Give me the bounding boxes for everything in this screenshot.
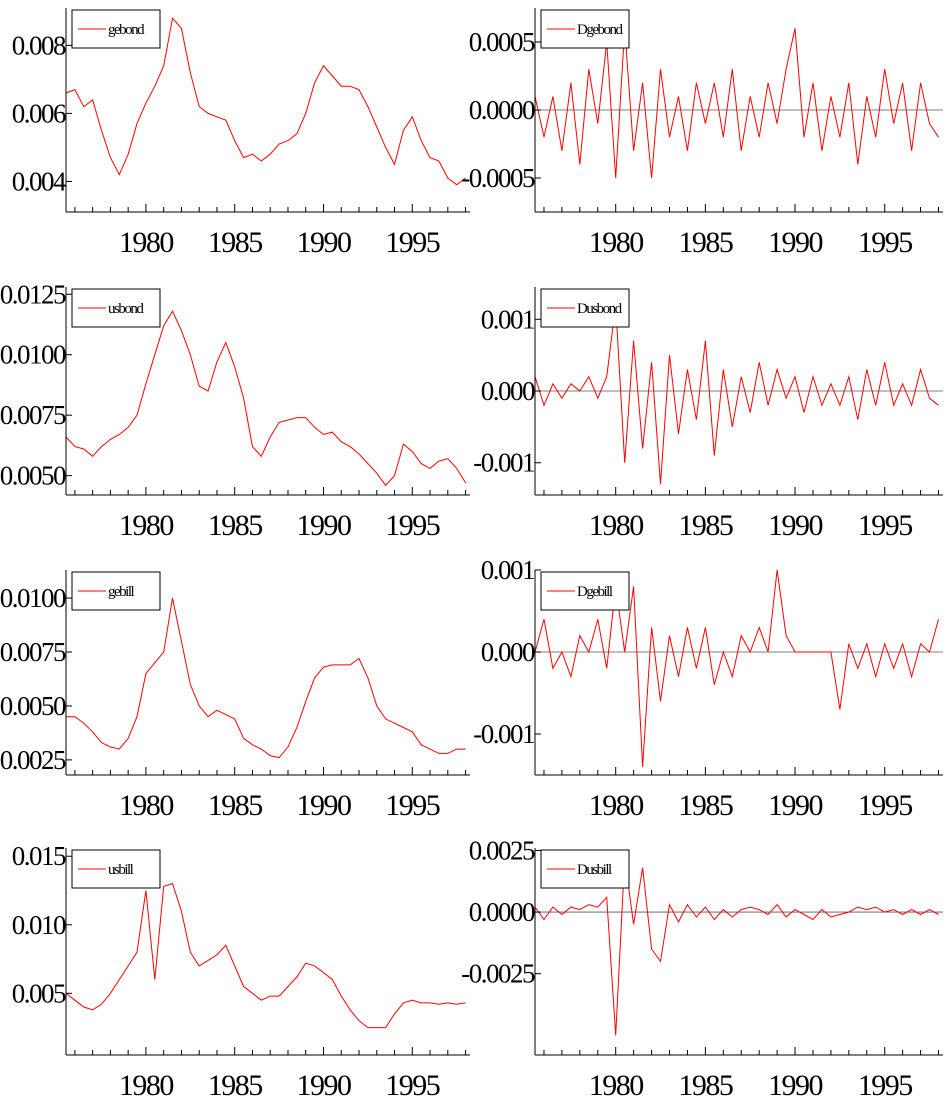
legend: Dgebill bbox=[540, 571, 630, 611]
legend-label: usbill bbox=[108, 862, 134, 878]
legend: usbill bbox=[71, 849, 161, 889]
legend: Dgebond bbox=[540, 9, 630, 49]
x-tick-label: 1985 bbox=[208, 226, 263, 259]
legend-label: Dgebond bbox=[577, 22, 623, 38]
legend: gebill bbox=[71, 571, 161, 611]
series-line-usbond bbox=[65, 310, 467, 487]
x-tick-label: 1995 bbox=[385, 226, 440, 259]
x-tick-label: 1990 bbox=[768, 789, 823, 822]
y-tick-label: 0.0025 bbox=[469, 835, 535, 865]
y-tick-label: 0.010 bbox=[12, 910, 66, 940]
y-tick-label: 0.0075 bbox=[0, 637, 66, 667]
y-tick-label: -0.0005 bbox=[461, 163, 535, 193]
chart-panel-5: -0.001 0.000 0.001 1980 1985 1990 1995 Dgebill bbox=[473, 555, 943, 822]
x-tick-label: 1985 bbox=[678, 226, 733, 259]
y-tick-label: -0.0025 bbox=[461, 959, 535, 989]
x-tick-label: 1980 bbox=[119, 509, 174, 542]
series-line-Dusbond bbox=[534, 304, 939, 485]
x-tick-label: 1980 bbox=[119, 226, 174, 259]
y-tick-label: 0.0100 bbox=[0, 583, 66, 613]
series-line-gebill bbox=[66, 597, 466, 759]
chart-panel-6: 0.005 0.010 0.015 1980 1985 1990 1995 usbill bbox=[12, 841, 470, 1102]
x-tick-label: 1990 bbox=[768, 226, 823, 259]
y-tick-label: 0.001 bbox=[481, 555, 534, 585]
series-line-Dusbill bbox=[534, 857, 939, 1036]
legend-label: gebill bbox=[108, 584, 134, 600]
chart-panel-0: 0.004 0.006 0.008 1980 1985 1990 1995 gebond bbox=[12, 8, 470, 259]
chart-panel-7: -0.0025 0.0000 0.0025 1980 1985 1990 1995 Dusbi… bbox=[461, 835, 943, 1102]
y-tick-label: -0.001 bbox=[473, 448, 534, 478]
y-tick-label: 0.0050 bbox=[0, 691, 66, 721]
x-tick-label: 1985 bbox=[678, 789, 733, 822]
x-tick-label: 1995 bbox=[858, 1069, 913, 1102]
y-tick-label: 0.0050 bbox=[0, 461, 66, 491]
legend-label: Dusbill bbox=[577, 862, 612, 878]
chart-panel-2: 0.0050 0.0075 0.0100 0.0125 1980 1985 1990 1995… bbox=[0, 279, 470, 542]
legend-label: Dusbond bbox=[577, 301, 623, 317]
chart-panel-3: -0.001 0.000 0.001 1980 1985 1990 1995 Dusbond bbox=[473, 287, 943, 542]
y-tick-label: 0.004 bbox=[12, 166, 67, 196]
y-tick-label: 0.008 bbox=[12, 30, 66, 60]
x-tick-label: 1985 bbox=[678, 509, 733, 542]
series-line-gebond bbox=[65, 17, 466, 186]
x-tick-label: 1995 bbox=[858, 226, 913, 259]
y-tick-label: 0.015 bbox=[12, 841, 66, 871]
x-tick-label: 1980 bbox=[589, 789, 644, 822]
legend: usbond bbox=[71, 288, 161, 328]
y-tick-label: 0.006 bbox=[12, 98, 66, 128]
x-tick-label: 1985 bbox=[208, 789, 263, 822]
y-tick-label: 0.0000 bbox=[469, 95, 535, 125]
chart-panel-1: -0.0005 0.0000 0.0005 1980 1985 1990 1995 Dgebo… bbox=[461, 8, 943, 259]
x-tick-label: 1980 bbox=[589, 509, 644, 542]
x-tick-label: 1985 bbox=[208, 509, 263, 542]
x-tick-label: 1990 bbox=[296, 1069, 351, 1102]
x-tick-label: 1990 bbox=[768, 1069, 823, 1102]
y-tick-label: 0.0005 bbox=[469, 27, 535, 57]
legend: Dusbond bbox=[540, 288, 630, 328]
x-tick-label: 1980 bbox=[589, 1069, 644, 1102]
x-tick-label: 1995 bbox=[385, 1069, 440, 1102]
x-tick-label: 1995 bbox=[385, 789, 440, 822]
x-tick-label: 1995 bbox=[385, 509, 440, 542]
x-tick-label: 1995 bbox=[858, 789, 913, 822]
x-tick-label: 1995 bbox=[858, 509, 913, 542]
legend-label: Dgebill bbox=[577, 584, 613, 600]
y-tick-label: 0.000 bbox=[481, 637, 535, 667]
y-tick-label: 0.0075 bbox=[0, 400, 66, 430]
y-tick-label: 0.001 bbox=[481, 304, 534, 334]
chart-panel-4: 0.0025 0.0050 0.0075 0.0100 1980 1985 1990 1995… bbox=[0, 570, 470, 822]
y-tick-label: 0.0025 bbox=[0, 745, 66, 775]
x-tick-label: 1990 bbox=[768, 509, 823, 542]
x-tick-label: 1980 bbox=[119, 789, 174, 822]
x-tick-label: 1990 bbox=[296, 226, 351, 259]
y-tick-label: 0.0000 bbox=[469, 897, 535, 927]
legend: Dusbill bbox=[540, 849, 630, 889]
y-tick-label: 0.0125 bbox=[0, 279, 66, 309]
x-tick-label: 1990 bbox=[296, 509, 351, 542]
x-tick-label: 1980 bbox=[119, 1069, 174, 1102]
series-line-usbill bbox=[65, 882, 466, 1029]
y-tick-label: -0.001 bbox=[473, 719, 534, 749]
series-line-Dgebill bbox=[534, 569, 939, 767]
legend-label: gebond bbox=[108, 22, 145, 38]
y-tick-label: 0.0100 bbox=[0, 340, 66, 370]
series-line-Dgebond bbox=[534, 28, 939, 179]
y-tick-label: 0.000 bbox=[481, 376, 535, 406]
legend: gebond bbox=[71, 9, 161, 49]
y-tick-label: 0.005 bbox=[12, 978, 66, 1008]
x-tick-label: 1985 bbox=[678, 1069, 733, 1102]
x-tick-label: 1990 bbox=[296, 789, 351, 822]
x-tick-label: 1985 bbox=[208, 1069, 263, 1102]
legend-label: usbond bbox=[108, 301, 144, 317]
x-tick-label: 1980 bbox=[589, 226, 644, 259]
